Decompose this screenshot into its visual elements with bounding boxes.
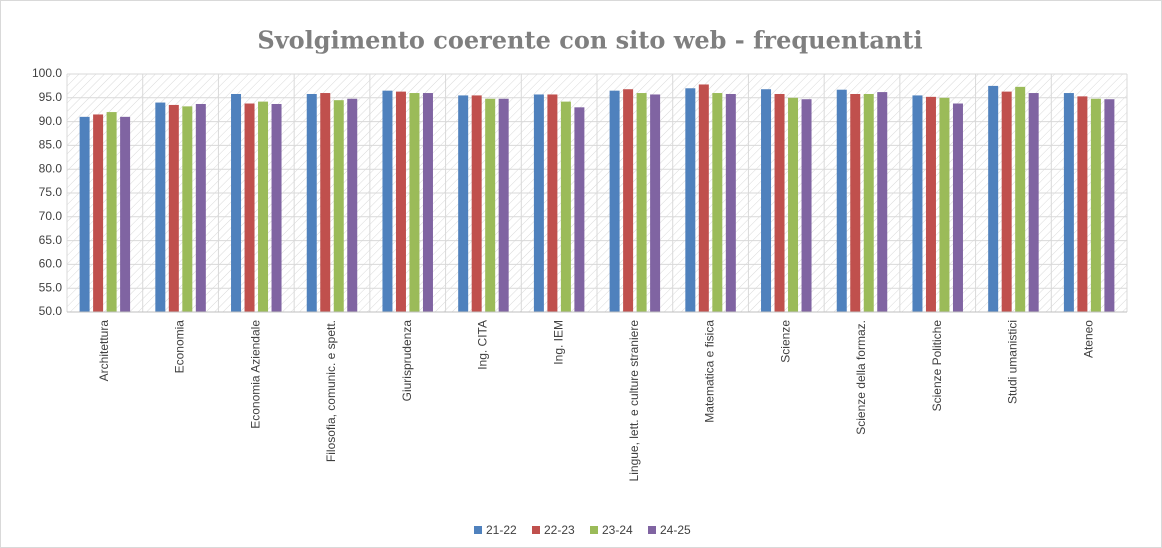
y-tick-label: 90.0	[39, 114, 63, 128]
bar	[712, 93, 723, 312]
bar	[609, 90, 620, 312]
bar	[1001, 91, 1012, 312]
bar	[498, 98, 509, 312]
x-tick-label: Scienze della formaz.	[854, 320, 868, 435]
bar	[182, 106, 193, 312]
bar	[650, 94, 661, 312]
bar	[952, 103, 963, 313]
bar	[1028, 93, 1039, 312]
x-tick-label: Architettura	[97, 320, 111, 382]
bar	[395, 91, 406, 312]
legend-label: 22-23	[544, 523, 575, 537]
chart-title: Svolgimento coerente con sito web - freq…	[257, 26, 922, 55]
x-tick-label: Lingue, lett. e culture straniere	[627, 320, 641, 482]
bar	[685, 88, 696, 312]
bar	[79, 116, 90, 312]
bar	[725, 93, 736, 312]
bar	[347, 98, 358, 312]
x-tick-label: Economia	[173, 320, 187, 374]
x-tick-label: Scienze Politiche	[930, 320, 944, 412]
y-tick-label: 70.0	[39, 209, 63, 223]
bar	[912, 95, 923, 312]
bar	[485, 98, 496, 312]
bar	[574, 107, 585, 312]
x-tick-label: Studi umanistici	[1006, 320, 1020, 404]
bar	[195, 103, 206, 312]
legend-swatch	[590, 526, 598, 534]
bar	[636, 93, 647, 312]
bar	[1015, 86, 1026, 313]
bar	[244, 103, 255, 313]
x-tick-label: Economia Aziendale	[248, 320, 262, 429]
bar	[1063, 93, 1074, 312]
bar	[422, 93, 433, 312]
legend-label: 21-22	[486, 523, 517, 537]
bar	[258, 101, 269, 312]
y-tick-label: 95.0	[39, 90, 63, 104]
x-tick-label: Matematica e fisica	[703, 320, 717, 423]
legend-swatch	[648, 526, 656, 534]
bar	[774, 93, 785, 312]
y-tick-label: 60.0	[39, 257, 63, 271]
bar	[168, 104, 179, 312]
bar	[1104, 99, 1115, 312]
bar	[306, 93, 317, 312]
bar	[382, 90, 393, 312]
bar	[458, 95, 469, 312]
bar	[471, 95, 482, 312]
x-tick-label: Filosofia, comunic. e spett.	[324, 320, 338, 462]
x-tick-label: Ateneo	[1081, 320, 1095, 358]
bar	[850, 93, 861, 312]
bar	[320, 93, 331, 312]
x-tick-label: Ing. CITA	[476, 320, 490, 370]
bar	[836, 89, 847, 312]
bar	[93, 114, 104, 313]
y-tick-label: 55.0	[39, 280, 63, 294]
y-tick-label: 50.0	[39, 304, 63, 318]
bar	[409, 93, 420, 312]
y-tick-label: 100.0	[32, 66, 62, 80]
bar	[560, 101, 571, 312]
bar	[877, 92, 888, 312]
y-tick-label: 80.0	[39, 161, 63, 175]
bar	[863, 93, 874, 312]
bar	[761, 89, 772, 313]
bar	[271, 103, 282, 312]
x-tick-label: Scienze	[778, 320, 792, 363]
bar	[1090, 98, 1101, 312]
bar	[333, 100, 344, 313]
bar	[988, 85, 999, 313]
x-tick-label: Giurisprudenza	[400, 320, 414, 402]
bar	[788, 97, 799, 312]
y-tick-label: 75.0	[39, 185, 63, 199]
bar	[801, 99, 812, 312]
legend-swatch	[474, 526, 482, 534]
bar	[533, 94, 544, 312]
y-tick-label: 85.0	[39, 138, 63, 152]
legend-label: 23-24	[602, 523, 633, 537]
bar	[547, 94, 558, 312]
legend-swatch	[532, 526, 540, 534]
bar	[106, 112, 117, 312]
bar	[939, 97, 950, 312]
x-tick-label: Ing. IEM	[551, 320, 565, 365]
bar	[623, 89, 634, 313]
bar	[120, 116, 131, 312]
legend-label: 24-25	[660, 523, 691, 537]
bar	[231, 93, 242, 312]
bar	[925, 96, 936, 313]
bar	[155, 102, 166, 312]
bar	[1077, 96, 1088, 312]
bar	[698, 84, 709, 312]
y-tick-label: 65.0	[39, 233, 63, 247]
